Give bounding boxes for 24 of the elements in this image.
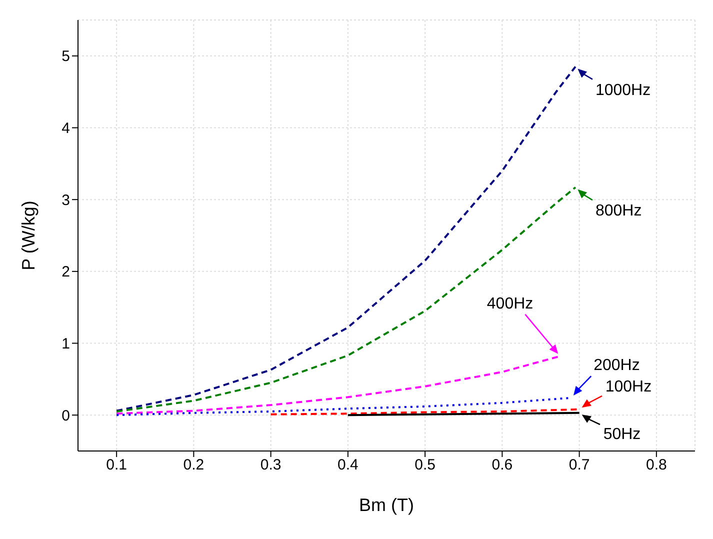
- x-tick-label: 0.1: [106, 456, 127, 474]
- legend-label: 50Hz: [603, 426, 641, 444]
- line-series: [116, 186, 576, 412]
- x-tick-label: 0.4: [338, 456, 358, 474]
- y-tick-label: 2: [62, 264, 70, 281]
- y-tick-label: 0: [62, 407, 70, 424]
- x-tick-label: 0.2: [183, 456, 204, 474]
- x-tick-label: 0.3: [260, 456, 282, 474]
- line-series: [116, 66, 576, 412]
- x-tick-label: 0.5: [414, 456, 436, 474]
- y-axis-title: P (W/kg): [18, 200, 38, 270]
- x-tick-label: 0.8: [646, 456, 667, 474]
- x-tick-label: 0.7: [568, 456, 590, 474]
- text: 400Hz: [486, 295, 534, 312]
- y-tick-label: 5: [62, 48, 70, 66]
- series-label: 100Hz: [605, 378, 652, 396]
- legend-label: 800Hz: [595, 202, 642, 220]
- text: 200Hz: [594, 357, 640, 374]
- y-tick-label: 3: [62, 192, 70, 209]
- y-tick-label: 1: [62, 336, 70, 353]
- y-tick-label: 4: [62, 120, 70, 138]
- x-axis-title: Bm (T): [359, 495, 414, 515]
- legend-label: 1000Hz: [595, 82, 651, 99]
- x-tick-label: 0.6: [492, 456, 513, 474]
